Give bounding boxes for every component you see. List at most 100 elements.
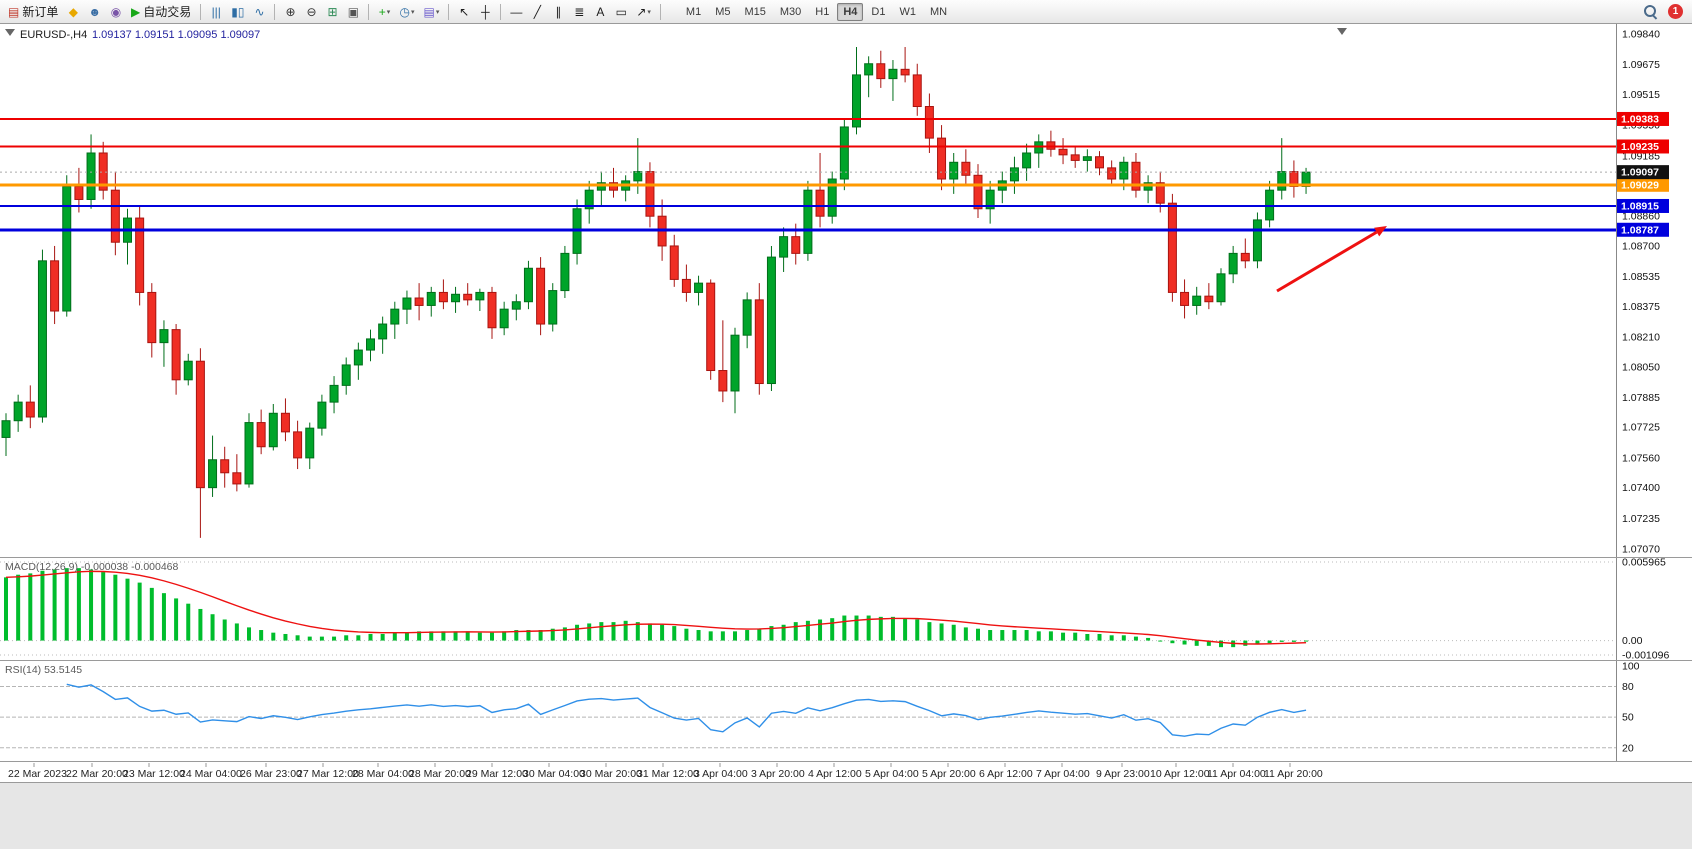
toolbar-main-group: ▤ 新订单 ◆ ☻ ◉ ▶ 自动交易 ||| ▮▯ ∿ ⊕ ⊖ ⊞ ▣ + ▾ ◷ ▾ ▤ ▾ ↖ ┼ — ╱ ∥ ≣ A ▭ ↗ ▾: [4, 2, 665, 22]
svg-text:1.09235: 1.09235: [1621, 141, 1659, 153]
chart-canvas[interactable]: 1.098401.096751.095151.093501.091851.090…: [0, 24, 1692, 782]
label-icon: ▭: [615, 4, 627, 19]
rsi-scale-label: 20: [1622, 742, 1634, 754]
chart-title-symbol: EURUSD-,H4: [20, 29, 87, 41]
candlestick-chart-icon: ▮▯: [231, 4, 245, 19]
chart-shift-marker[interactable]: [1337, 28, 1347, 35]
metaeditor-button[interactable]: ◆: [63, 2, 83, 22]
macd-scale-label: 0.005965: [1622, 557, 1666, 569]
zoom-out-button[interactable]: ⊖: [301, 2, 321, 22]
bar-chart-button[interactable]: |||: [206, 2, 226, 22]
timeframe-h4-button[interactable]: H4: [837, 2, 864, 21]
svg-text:1.07885: 1.07885: [1622, 392, 1660, 404]
periods-icon: ◷: [399, 4, 410, 19]
svg-text:1.09029: 1.09029: [1621, 179, 1659, 191]
text-icon: A: [596, 4, 605, 19]
community-button[interactable]: ◉: [106, 2, 126, 22]
templates-button[interactable]: ▤ ▾: [419, 2, 443, 22]
horizontal-line-button[interactable]: —: [506, 2, 526, 22]
arrange-windows-icon: ▣: [347, 4, 360, 19]
label-button[interactable]: ▭: [611, 2, 631, 22]
search-icon: [1644, 5, 1657, 18]
cursor-icon: ↖: [459, 4, 470, 19]
new-order-button[interactable]: ▤ 新订单: [4, 2, 62, 22]
autotrading-button[interactable]: ▶ 自动交易: [127, 2, 195, 22]
chart-surface[interactable]: [0, 24, 1616, 556]
search-button[interactable]: [1640, 2, 1661, 22]
tile-windows-button[interactable]: ⊞: [322, 2, 342, 22]
timeframe-d1-button[interactable]: D1: [871, 5, 886, 18]
rsi-line: [66, 683, 1307, 737]
rsi-label: RSI(14) 53.5145: [5, 664, 82, 676]
zoom-out-icon: ⊖: [306, 4, 317, 19]
autotrading-button-label: 自动交易: [143, 5, 192, 19]
time-axis-label: 30 Mar 20:00: [580, 768, 642, 780]
crosshair-icon: ┼: [481, 4, 490, 19]
macd-scale-label: -0.001096: [1622, 650, 1669, 662]
timeframe-m15-button[interactable]: M15: [744, 5, 766, 18]
current-price-tag: 1.09097: [1617, 165, 1669, 180]
timeframe-m30-button[interactable]: M30: [779, 5, 802, 18]
macd-label: MACD(12,26,9) -0.000038 -0.000468: [5, 561, 179, 573]
resistance-line-2-price-tag: 1.09235: [1617, 139, 1669, 154]
toolbar-separator: [200, 3, 202, 20]
timeframe-toolbar: M1 M5 M15 M30 H1 H4 D1 W1 MN: [680, 2, 953, 21]
text-button[interactable]: A: [590, 2, 610, 22]
rsi-scale-label: 80: [1622, 681, 1634, 693]
time-axis-label: 28 Mar 04:00: [352, 768, 414, 780]
time-axis-label: 5 Apr 04:00: [865, 768, 919, 780]
indicators-button[interactable]: + ▾: [374, 2, 394, 22]
candlestick-chart-button[interactable]: ▮▯: [227, 2, 248, 22]
dropdown-arrow-icon: ▾: [435, 8, 440, 16]
svg-text:1.08535: 1.08535: [1622, 271, 1660, 283]
arrange-windows-button[interactable]: ▣: [343, 2, 363, 22]
svg-text:1.08210: 1.08210: [1622, 332, 1660, 344]
profiles-button[interactable]: ☻: [84, 2, 105, 22]
timeframe-m1-button[interactable]: M1: [685, 5, 702, 18]
time-axis-label: 3 Apr 04:00: [694, 768, 748, 780]
time-axis-label: 31 Mar 12:00: [637, 768, 699, 780]
toolbar-separator: [659, 3, 661, 20]
periods-button[interactable]: ◷ ▾: [395, 2, 418, 22]
toolbar: ▤ 新订单 ◆ ☻ ◉ ▶ 自动交易 ||| ▮▯ ∿ ⊕ ⊖ ⊞ ▣ + ▾ ◷ ▾ ▤ ▾ ↖ ┼ — ╱ ∥ ≣ A ▭ ↗ ▾ M…: [0, 0, 1692, 24]
fibonacci-button[interactable]: ≣: [569, 2, 589, 22]
channel-button[interactable]: ∥: [548, 2, 568, 22]
svg-text:1.09675: 1.09675: [1622, 59, 1660, 71]
timeframe-m5-button[interactable]: M5: [715, 5, 731, 18]
chart-title-ohlc: 1.09137 1.09151 1.09095 1.09097: [92, 29, 260, 41]
macd-signal-line: [5, 570, 1307, 645]
zoom-in-icon: ⊕: [285, 4, 296, 19]
arrows-button[interactable]: ↗ ▾: [632, 2, 655, 22]
time-axis-label: 24 Mar 04:00: [180, 768, 242, 780]
crosshair-button[interactable]: ┼: [475, 2, 495, 22]
dropdown-arrow-icon: ▾: [647, 8, 651, 16]
svg-text:1.07725: 1.07725: [1622, 422, 1660, 434]
time-axis-label: 5 Apr 20:00: [922, 768, 976, 780]
notification-badge[interactable]: 1: [1668, 4, 1683, 19]
templates-icon: ▤: [423, 4, 435, 19]
timeframe-w1-button[interactable]: W1: [899, 5, 916, 18]
svg-text:1.08860: 1.08860: [1622, 211, 1660, 223]
svg-text:1.07235: 1.07235: [1622, 513, 1660, 525]
resistance-line-1-price-tag: 1.09383: [1617, 111, 1669, 126]
one-click-trading-toggle[interactable]: [5, 29, 15, 36]
zoom-in-button[interactable]: ⊕: [280, 2, 300, 22]
time-axis-label: 7 Apr 04:00: [1036, 768, 1090, 780]
macd-scale-label: 0.00: [1622, 635, 1643, 647]
trendline-button[interactable]: ╱: [527, 2, 547, 22]
svg-text:1.08375: 1.08375: [1622, 301, 1660, 313]
toolbar-separator: [368, 3, 370, 20]
timeframe-mn-button[interactable]: MN: [929, 5, 948, 18]
trend-arrow-annotation[interactable]: [1276, 226, 1387, 293]
svg-text:1.07400: 1.07400: [1622, 482, 1660, 494]
svg-text:1.09097: 1.09097: [1621, 167, 1659, 179]
timeframe-h1-button[interactable]: H1: [815, 5, 830, 18]
cursor-button[interactable]: ↖: [454, 2, 474, 22]
time-axis-label: 23 Mar 12:00: [123, 768, 185, 780]
time-axis-label: 29 Mar 12:00: [466, 768, 528, 780]
line-chart-button[interactable]: ∿: [249, 2, 269, 22]
time-axis-label: 6 Apr 12:00: [979, 768, 1033, 780]
svg-text:1.08787: 1.08787: [1621, 224, 1659, 236]
toolbar-right-group: 1: [1640, 2, 1688, 22]
